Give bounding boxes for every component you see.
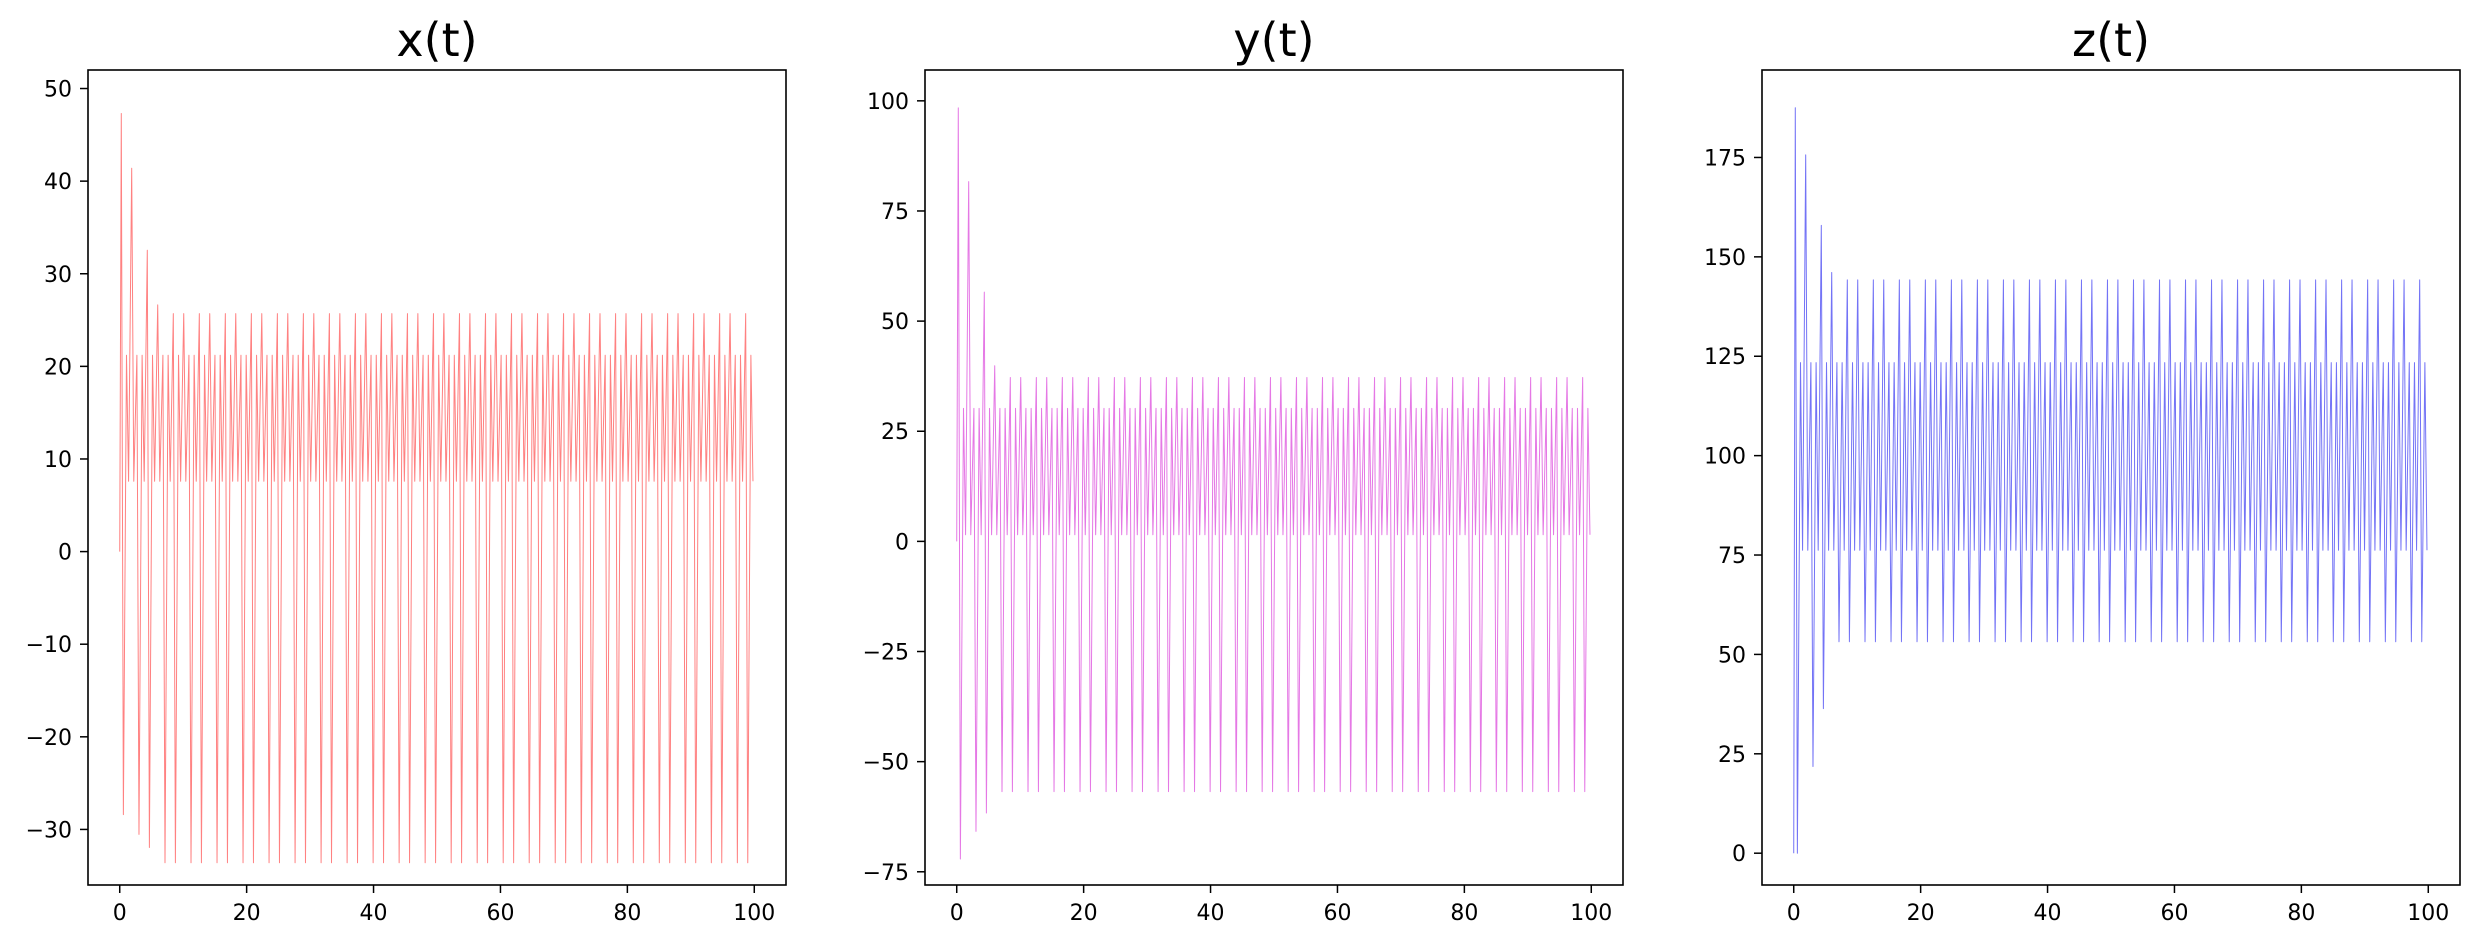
y-tick-label-z-6: 150 xyxy=(1704,246,1746,271)
plot-frame-z xyxy=(1761,69,2461,886)
y-tick-label-y-2: −25 xyxy=(863,641,909,666)
y-tick-label-y-3: 0 xyxy=(895,530,909,555)
x-tick-label-y-5: 100 xyxy=(1570,901,1612,926)
x-tick-label-y-0: 0 xyxy=(950,901,964,926)
series-line-y xyxy=(956,107,1591,860)
y-tick-label-y-1: −50 xyxy=(863,751,909,776)
y-tick-label-z-2: 50 xyxy=(1718,643,1746,668)
y-tick-label-y-5: 50 xyxy=(881,310,909,335)
plot-frame-y xyxy=(924,69,1624,886)
x-tick-label-x-4: 80 xyxy=(613,901,641,926)
y-tick-label-x-7: 40 xyxy=(44,170,72,195)
x-tick-label-y-3: 60 xyxy=(1323,901,1351,926)
x-tick-label-x-1: 20 xyxy=(233,901,261,926)
y-tick-label-z-1: 25 xyxy=(1718,743,1746,768)
y-tick-label-x-0: −30 xyxy=(26,818,72,843)
x-tick-label-y-1: 20 xyxy=(1070,901,1098,926)
x-tick-label-z-1: 20 xyxy=(1907,901,1935,926)
x-tick-label-y-4: 80 xyxy=(1450,901,1478,926)
series-line-z xyxy=(1793,107,2428,854)
plot-frame-x xyxy=(87,69,787,886)
y-tick-label-y-7: 100 xyxy=(867,90,909,115)
x-tick-label-y-2: 40 xyxy=(1197,901,1225,926)
panel-y: y(t) 0 20 40 60 80 100 −75 −50 −25 0 25 50 75 100 xyxy=(863,13,1624,926)
x-tick-label-x-3: 60 xyxy=(486,901,514,926)
x-tick-label-z-2: 40 xyxy=(2034,901,2062,926)
y-tick-label-y-4: 25 xyxy=(881,420,909,445)
x-tick-label-x-2: 40 xyxy=(360,901,388,926)
y-tick-label-z-7: 175 xyxy=(1704,146,1746,171)
y-tick-label-z-3: 75 xyxy=(1718,544,1746,569)
chart-title-x: x(t) xyxy=(396,13,477,67)
y-tick-label-z-5: 125 xyxy=(1704,345,1746,370)
y-tick-label-x-3: 0 xyxy=(58,541,72,566)
chart-title-y: y(t) xyxy=(1233,13,1314,67)
panel-z: z(t) 0 20 40 60 80 100 0 25 50 75 100 125 150 175 xyxy=(1704,13,2461,926)
y-tick-label-x-4: 10 xyxy=(44,448,72,473)
y-tick-label-z-0: 0 xyxy=(1732,842,1746,867)
y-tick-label-x-8: 50 xyxy=(44,78,72,103)
x-tick-label-x-5: 100 xyxy=(733,901,775,926)
y-tick-label-z-4: 100 xyxy=(1704,445,1746,470)
x-tick-label-z-5: 100 xyxy=(2407,901,2449,926)
x-tick-label-x-0: 0 xyxy=(113,901,127,926)
y-tick-label-y-0: −75 xyxy=(863,861,909,886)
y-tick-label-x-2: −10 xyxy=(26,633,72,658)
y-tick-label-x-5: 20 xyxy=(44,355,72,380)
chart-title-z: z(t) xyxy=(2072,13,2150,67)
y-tick-label-y-6: 75 xyxy=(881,200,909,225)
y-tick-label-x-6: 30 xyxy=(44,263,72,288)
x-tick-label-z-0: 0 xyxy=(1787,901,1801,926)
x-tick-label-z-3: 60 xyxy=(2160,901,2188,926)
y-tick-label-x-1: −20 xyxy=(26,726,72,751)
series-line-x xyxy=(119,113,754,864)
x-tick-label-z-4: 80 xyxy=(2287,901,2315,926)
panel-x: x(t) 0 20 40 60 80 100 −30 −20 −10 0 10 20 30 40 50 xyxy=(26,13,787,926)
